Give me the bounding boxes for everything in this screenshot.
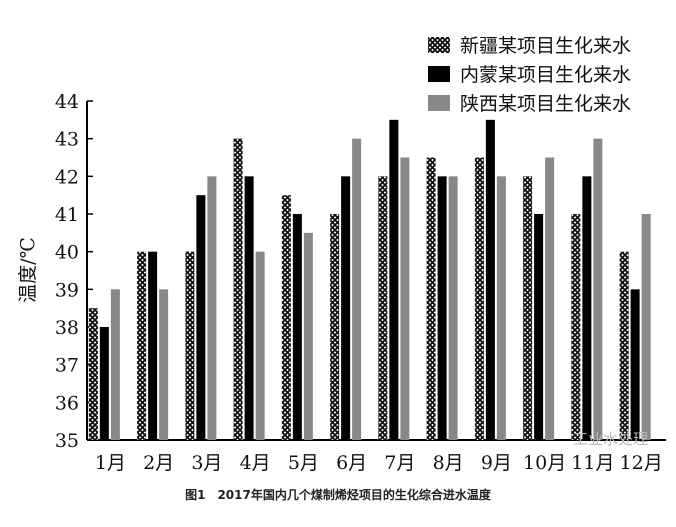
y-tick-label: 38	[55, 317, 79, 339]
bar-2	[485, 119, 495, 440]
bar-3	[545, 157, 555, 440]
x-tick-label: 9月	[481, 452, 512, 474]
bar-3	[110, 289, 120, 440]
bar-1	[426, 157, 436, 440]
y-tick-label: 39	[55, 279, 79, 301]
y-tick-label: 40	[55, 242, 79, 264]
bar-3	[496, 176, 506, 441]
y-tick-label: 41	[55, 204, 79, 226]
x-tick-label: 11月	[571, 452, 614, 474]
bar-1	[523, 176, 533, 441]
bar-3	[448, 176, 458, 441]
x-tick-label: 10月	[523, 452, 566, 474]
x-tick-label: 3月	[191, 452, 222, 474]
bar-2	[389, 119, 399, 440]
bar-3	[255, 251, 265, 440]
x-tick-label: 4月	[240, 452, 271, 474]
bar-3	[593, 138, 603, 440]
bar-3	[400, 157, 410, 440]
x-tick-label: 6月	[336, 452, 367, 474]
bar-1	[233, 138, 243, 440]
legend-swatch	[428, 37, 450, 53]
x-tick-label: 12月	[620, 452, 663, 474]
bar-2	[244, 176, 254, 441]
legend-label: 陕西某项目生化来水	[460, 93, 631, 115]
bar-2	[292, 214, 302, 440]
bar-1	[378, 176, 388, 441]
bar-1	[571, 214, 581, 440]
y-tick-label: 37	[55, 355, 79, 377]
bar-3	[159, 289, 169, 440]
bar-1	[185, 251, 195, 440]
watermark: 工业水处理	[573, 430, 649, 448]
bar-1	[137, 251, 147, 440]
x-tick-label: 1月	[95, 452, 126, 474]
bar-1	[474, 157, 484, 440]
bar-3	[641, 214, 651, 440]
x-tick-label: 7月	[384, 452, 415, 474]
x-tick-label: 8月	[433, 452, 464, 474]
bar-3	[303, 232, 313, 440]
bar-1	[88, 308, 98, 440]
bar-1	[281, 195, 291, 440]
y-axis-label: 温度/℃	[17, 237, 39, 303]
bar-2	[196, 195, 206, 440]
figure-caption: 图1 2017年国内几个煤制烯烃项目的生化综合进水温度	[185, 488, 491, 502]
bar-2	[630, 289, 640, 440]
y-tick-label: 44	[55, 91, 79, 113]
bar-2	[99, 327, 109, 440]
y-tick-label: 35	[55, 430, 79, 452]
legend-label: 新疆某项目生化来水	[460, 35, 631, 57]
y-tick-label: 43	[55, 129, 79, 151]
y-tick-label: 42	[55, 166, 79, 188]
legend-swatch	[428, 95, 450, 111]
bar-2	[582, 176, 592, 441]
bar-3	[352, 138, 362, 440]
bar-2	[148, 251, 158, 440]
bar-1	[330, 214, 340, 440]
bar-2	[341, 176, 351, 441]
bar-1	[619, 251, 629, 440]
bar-2	[437, 176, 447, 441]
x-tick-label: 5月	[288, 452, 319, 474]
bar-2	[534, 214, 544, 440]
x-tick-label: 2月	[143, 452, 174, 474]
bar-3	[207, 176, 217, 441]
legend-swatch	[428, 66, 450, 82]
legend-label: 内蒙某项目生化来水	[460, 64, 631, 86]
y-tick-label: 36	[55, 392, 79, 414]
